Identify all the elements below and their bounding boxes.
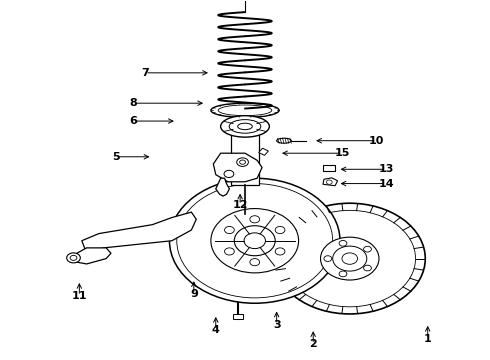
Circle shape <box>250 258 260 266</box>
Circle shape <box>324 256 332 261</box>
Ellipse shape <box>277 138 291 143</box>
Polygon shape <box>216 178 229 196</box>
Text: 14: 14 <box>378 179 394 189</box>
Polygon shape <box>259 148 269 156</box>
Circle shape <box>320 237 379 280</box>
Circle shape <box>240 160 245 164</box>
Circle shape <box>339 271 347 277</box>
Circle shape <box>224 226 234 234</box>
Text: 11: 11 <box>72 291 87 301</box>
Polygon shape <box>82 212 196 253</box>
Text: 1: 1 <box>424 334 432 344</box>
Circle shape <box>364 265 371 271</box>
Text: 10: 10 <box>369 136 384 146</box>
Circle shape <box>274 203 425 314</box>
Ellipse shape <box>211 103 279 117</box>
Circle shape <box>333 246 367 271</box>
Ellipse shape <box>229 120 261 133</box>
Ellipse shape <box>238 123 252 130</box>
Polygon shape <box>233 314 243 319</box>
Circle shape <box>224 248 234 255</box>
Text: 13: 13 <box>379 164 394 174</box>
Polygon shape <box>323 165 335 171</box>
Text: 5: 5 <box>112 152 120 162</box>
Text: 4: 4 <box>212 325 220 335</box>
Circle shape <box>234 226 275 256</box>
Ellipse shape <box>218 105 272 116</box>
Circle shape <box>342 253 358 264</box>
Text: 7: 7 <box>141 68 149 78</box>
Circle shape <box>339 240 347 246</box>
Circle shape <box>67 253 80 263</box>
Text: 6: 6 <box>129 116 137 126</box>
Text: 12: 12 <box>232 200 248 210</box>
Circle shape <box>284 210 416 307</box>
Circle shape <box>177 184 333 298</box>
Circle shape <box>250 216 260 223</box>
Circle shape <box>275 226 285 234</box>
Circle shape <box>244 233 266 249</box>
Circle shape <box>70 255 77 260</box>
Polygon shape <box>323 178 338 186</box>
Ellipse shape <box>220 116 270 137</box>
Circle shape <box>326 180 332 184</box>
Circle shape <box>275 248 285 255</box>
Circle shape <box>170 178 340 303</box>
Polygon shape <box>231 128 259 185</box>
Text: 15: 15 <box>335 148 350 158</box>
Polygon shape <box>213 153 262 182</box>
Text: 8: 8 <box>129 98 137 108</box>
Circle shape <box>237 158 248 166</box>
Polygon shape <box>77 248 111 264</box>
Text: 3: 3 <box>273 320 280 330</box>
Circle shape <box>211 208 298 273</box>
Text: 9: 9 <box>190 289 198 299</box>
Text: 2: 2 <box>309 339 317 349</box>
Circle shape <box>224 170 234 177</box>
Circle shape <box>364 246 371 252</box>
